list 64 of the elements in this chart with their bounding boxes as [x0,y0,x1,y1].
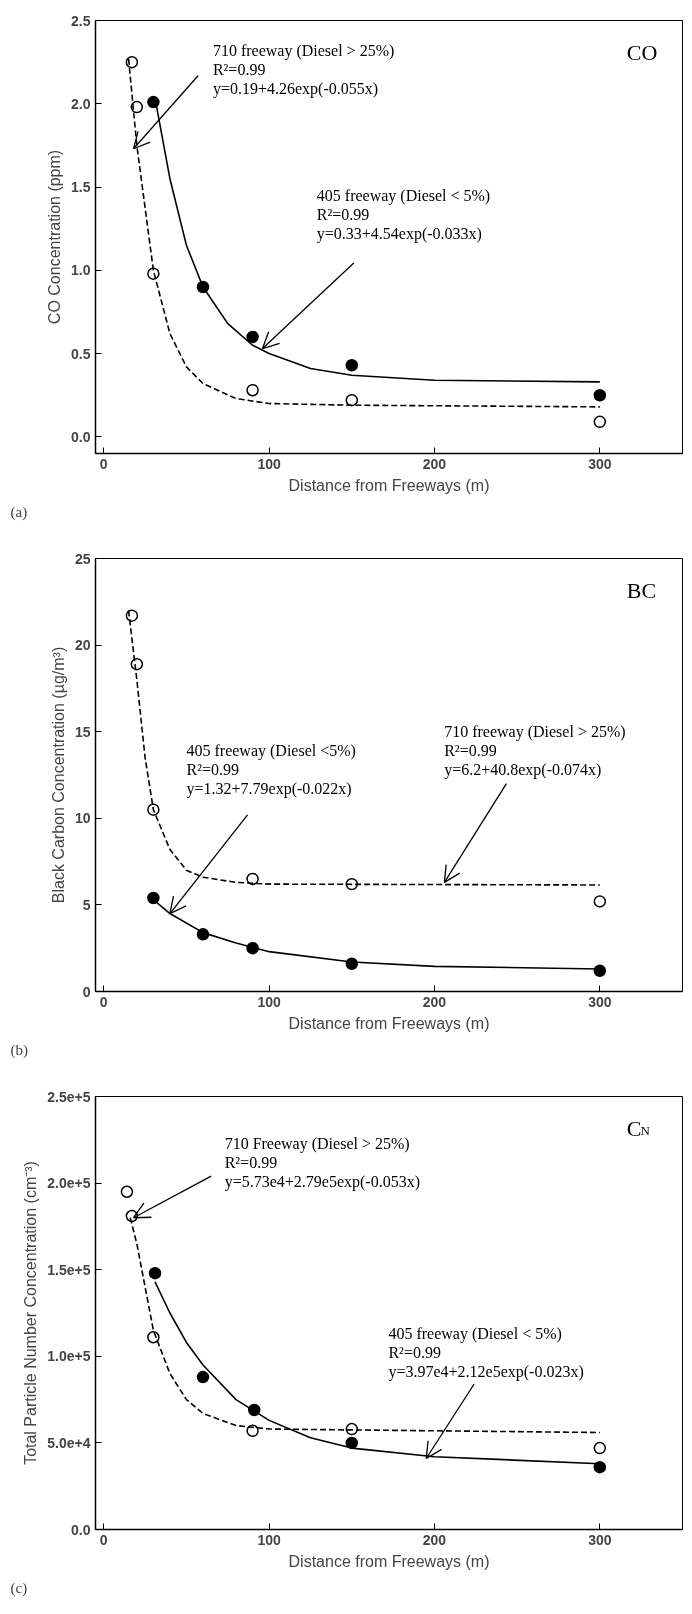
y-tick-label: 2.0 [71,95,91,112]
y-tick-label: 5.0e+4 [47,1434,91,1451]
annotation: 710 freeway (Diesel > 25%) R²=0.99 y=6.2+40.8exp(-0.074x) [444,723,626,780]
y-tick-label: 2.0e+5 [47,1175,91,1192]
point [345,393,359,407]
point [120,1185,134,1198]
point [148,1266,162,1280]
text: (a) [10,503,28,521]
point [345,359,359,372]
point [147,95,160,109]
y-tick-label: 15 [74,723,91,740]
y-tick-label: 1.5 [71,179,91,196]
point [147,891,160,905]
x-tick-label: 100 [257,1531,282,1548]
point [593,1460,607,1474]
annotation: CN [626,1115,651,1141]
annotation: 405 freeway (Diesel < 5%) R²=0.99 y=3.97e4+2.12e5exp(-0.023x) [388,1325,584,1382]
annotation: BC [626,577,657,603]
y-tick-label: 1.5e+5 [47,1261,91,1278]
y-tick-label: 10 [74,810,91,827]
y-tick-label: 5 [82,896,91,913]
x-axis-title: Distance from Freeways (m) [288,1014,490,1032]
point [593,895,607,908]
annotation: 405 freeway (Diesel < 5%) R²=0.99 y=0.33+4.54exp(-0.033x) [316,187,491,244]
y-tick-label: 0.0 [71,428,91,445]
point [246,330,259,344]
y-axis-title: CO Concentration (ppm) [46,149,64,325]
x-tick-label: 200 [422,1531,447,1548]
x-tick-label: 300 [588,993,612,1010]
annotation: 710 Freeway (Diesel > 25%) R²=0.99 y=5.73e4+2.79e5exp(-0.053x) [224,1134,420,1191]
y-axis-title: Black Carbon Concentration (µg/m³) [49,646,67,904]
point [593,1441,607,1455]
text: (b) [10,1041,28,1059]
point [196,1370,210,1384]
x-axis-title: Distance from Freeways (m) [288,476,490,494]
x-tick-label: 0 [99,455,108,472]
x-tick-label: 0 [99,993,108,1010]
y-tick-label: 0.5 [71,345,91,362]
annotation: CO [626,39,658,65]
y-axis-title: Total Particle Number Concentration (cm⁻³) [22,1161,40,1465]
point [593,415,607,429]
y-tick-label: 25 [74,550,91,567]
x-tick-label: 200 [422,993,447,1010]
text: (c) [10,1579,28,1597]
y-tick-label: 1.0 [71,262,91,279]
x-axis-title: Distance from Freeways (m) [288,1552,490,1570]
y-tick-label: 2.5 [71,12,91,29]
x-tick-label: 100 [257,455,282,472]
y-tick-label: 1.0e+5 [47,1348,91,1365]
y-tick-label: 20 [74,637,91,654]
annotation: 405 freeway (Diesel <5%) R²=0.99 y=1.32+7.79exp(-0.022x) [186,742,356,799]
point [593,388,607,402]
y-tick-label: 2.5e+5 [47,1088,91,1105]
x-tick-label: 300 [588,1531,612,1548]
x-tick-label: 200 [422,455,447,472]
point [246,383,259,397]
point [345,877,359,891]
line-series [127,58,601,408]
annotation: 710 freeway (Diesel > 25%) R²=0.99 y=0.19+4.26exp(-0.055x) [212,42,395,99]
x-tick-label: 300 [588,455,612,472]
y-tick-label: 0.0 [71,1521,91,1538]
point [246,872,259,886]
x-tick-label: 100 [257,993,282,1010]
x-tick-label: 0 [99,1531,108,1548]
